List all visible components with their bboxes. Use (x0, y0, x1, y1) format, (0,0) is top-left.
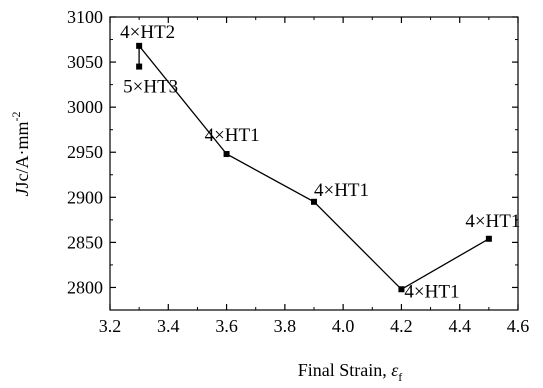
y-axis: 2800 2850 2900 2950 3000 3050 3100 (67, 7, 518, 297)
data-point (136, 42, 143, 49)
plot-frame (109, 16, 519, 311)
data-point (398, 286, 405, 293)
data-label: 4×HT1 (465, 211, 520, 232)
data-series (136, 42, 492, 293)
x-tick-label: 3.4 (157, 316, 180, 336)
x-tick-label: 4.4 (448, 316, 471, 336)
x-tick-label: 4.2 (390, 316, 413, 336)
y-tick-label: 3050 (67, 52, 103, 72)
data-labels: 5×HT3 4×HT2 4×HT1 4×HT1 4×HT1 4×HT1 (120, 22, 520, 302)
y-tick-label: 2800 (67, 277, 103, 297)
y-tick-label: 2900 (67, 187, 103, 207)
x-tick-label: 4.6 (507, 316, 530, 336)
y-tick-label: 3100 (67, 7, 103, 27)
y-axis-title: JJc/A·mm-2 (9, 112, 32, 197)
x-tick-label: 3.2 (99, 316, 122, 336)
x-tick-label: 4.0 (332, 316, 355, 336)
x-axis-title: Final Strain, εf (298, 360, 403, 384)
data-label: 4×HT1 (205, 125, 260, 146)
data-point (311, 198, 317, 205)
data-label: 4×HT1 (314, 180, 369, 201)
data-point (485, 235, 492, 242)
data-label: 5×HT3 (123, 77, 178, 98)
x-tick-label: 3.8 (274, 316, 297, 336)
y-tick-label: 3000 (67, 97, 103, 117)
data-point (223, 151, 230, 158)
data-point (136, 63, 143, 70)
data-label: 4×HT1 (404, 281, 459, 302)
plot-border (109, 16, 519, 311)
x-tick-label: 3.6 (215, 316, 238, 336)
series-line (138, 43, 490, 291)
x-axis: 3.2 3.4 3.6 3.8 4.0 4.2 4.4 4.6 (99, 17, 530, 336)
data-label: 4×HT2 (120, 22, 175, 43)
y-tick-label: 2850 (67, 232, 103, 252)
y-tick-label: 2950 (67, 142, 103, 162)
